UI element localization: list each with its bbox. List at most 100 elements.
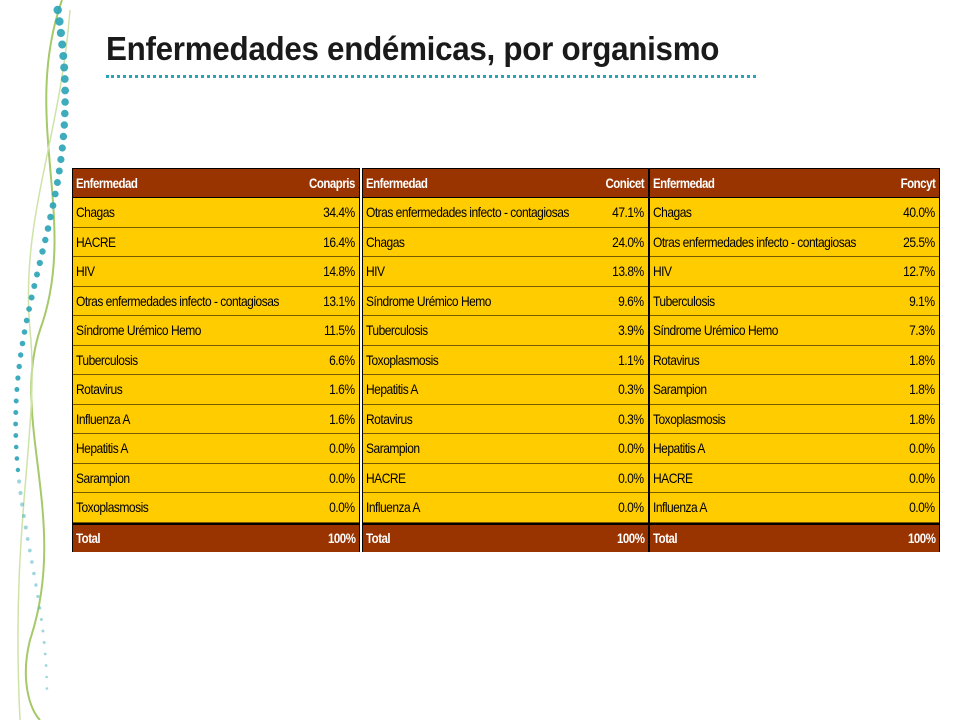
- table-header: Enfermedad Conicet: [363, 169, 648, 198]
- table-row: Hepatitis A 0.3%: [363, 375, 648, 405]
- decorative-dot: [53, 179, 61, 186]
- table-row-value: 47.1%: [612, 204, 644, 221]
- decorative-dot: [21, 514, 26, 518]
- table-row-label: Tuberculosis: [653, 292, 715, 309]
- decorative-dot: [51, 190, 59, 198]
- tables-container: Enfermedad Conapris Chagas 34.4% HACRE 16.4% H…: [72, 168, 940, 552]
- table-total-row-label: Total: [366, 530, 391, 546]
- table-total-row: Total 100%: [73, 522, 359, 552]
- table-row-value: 1.8%: [909, 410, 936, 427]
- table-row-label: Chagas: [366, 233, 405, 250]
- decorative-dot: [18, 490, 23, 496]
- decorative-dot: [60, 75, 69, 83]
- table-row-label: Tuberculosis: [366, 322, 428, 339]
- table-row-label: Hepatitis A: [76, 440, 128, 457]
- table-row-value: 1.8%: [909, 351, 936, 368]
- decorative-dot: [32, 571, 36, 576]
- table-header: Enfermedad Foncyt: [650, 169, 939, 198]
- table-header-value: Conicet: [605, 175, 644, 191]
- table-row: HACRE 16.4%: [73, 227, 359, 257]
- table-foncyt: Enfermedad Foncyt Chagas 40.0% Otras enferme…: [649, 168, 940, 552]
- table-row: Toxoplasmosis 0.0%: [73, 493, 359, 523]
- table-row-value: 6.6%: [329, 351, 356, 368]
- table-row-value: 1.8%: [909, 381, 936, 398]
- table-row: Otras enfermedades infecto - contagiosas…: [363, 198, 648, 228]
- table-row: Sarampion 0.0%: [363, 434, 648, 464]
- decorative-dot: [14, 456, 20, 461]
- table-row: Tuberculosis 6.6%: [73, 345, 359, 375]
- table-header-value: Conapris: [309, 175, 355, 191]
- table-row: Rotavirus 1.8%: [650, 345, 939, 375]
- table-row-label: Chagas: [653, 204, 692, 221]
- table-row-value: 1.6%: [329, 410, 356, 427]
- decorative-dot: [56, 28, 65, 38]
- table-row: Chagas 24.0%: [363, 227, 648, 257]
- decorative-dot: [57, 155, 65, 164]
- table-row-value: 9.1%: [909, 292, 936, 309]
- table-row: Sarampion 0.0%: [73, 463, 359, 493]
- table-row: Síndrome Urémico Hemo 7.3%: [650, 316, 939, 346]
- decorative-dot: [39, 618, 43, 621]
- table-row: Otras enfermedades infecto - contagiosas…: [650, 227, 939, 257]
- table-row-value: 7.3%: [909, 322, 936, 339]
- decorative-dot: [60, 121, 68, 129]
- table-row-label: HACRE: [76, 233, 116, 250]
- table-row-label: Influenza A: [653, 499, 707, 516]
- table-row-value: 0.0%: [329, 469, 356, 486]
- table-row-value: 12.7%: [903, 263, 935, 280]
- decorative-dot: [26, 306, 32, 312]
- table-row: HIV 13.8%: [363, 257, 648, 287]
- table-row-label: HIV: [653, 263, 672, 280]
- table-conapris: Enfermedad Conapris Chagas 34.4% HACRE 16.4% H…: [72, 168, 360, 552]
- decorative-dot: [23, 317, 30, 324]
- table-row-value: 0.0%: [329, 440, 356, 457]
- table-row-label: Toxoplasmosis: [366, 351, 439, 368]
- decorative-dot: [23, 525, 28, 530]
- table-row-value: 40.0%: [903, 204, 935, 221]
- table-row-label: Otras enfermedades infecto - contagiosas: [366, 204, 569, 221]
- decorative-dot: [53, 5, 62, 15]
- decorative-dot: [38, 606, 42, 610]
- table-row: HIV 14.8%: [73, 257, 359, 287]
- table-row-label: Influenza A: [366, 499, 420, 516]
- table-row-label: Síndrome Urémico Hemo: [366, 292, 492, 309]
- decorative-dot: [36, 259, 43, 267]
- table-row-value: 14.8%: [323, 263, 355, 280]
- table-conicet: Enfermedad Conicet Otras enfermedades infe…: [362, 168, 649, 552]
- table-row-label: HACRE: [653, 469, 693, 486]
- table-row-label: Síndrome Urémico Hemo: [76, 322, 202, 339]
- decorative-dot: [60, 63, 69, 72]
- decorative-dot: [61, 109, 69, 118]
- decorative-vine: [13, 0, 71, 720]
- decorative-dot: [27, 548, 32, 553]
- table-row-label: Sarampion: [653, 381, 707, 398]
- table-row: Síndrome Urémico Hemo 11.5%: [73, 316, 359, 346]
- decorative-dot: [42, 641, 46, 644]
- decorative-dot: [41, 629, 45, 633]
- decorative-dot: [13, 421, 18, 427]
- decorative-dot: [31, 283, 38, 289]
- decorative-curve: [17, 9, 71, 720]
- table-row-label: Hepatitis A: [653, 440, 705, 457]
- table-row-value: 3.9%: [618, 322, 645, 339]
- table-header-label: Enfermedad: [76, 175, 138, 191]
- decorative-dot: [55, 167, 63, 175]
- table-header-label: Enfermedad: [366, 175, 428, 191]
- table-row: Toxoplasmosis 1.1%: [363, 345, 648, 375]
- table-total-row-label: Total: [653, 530, 678, 546]
- decorative-dot: [13, 444, 19, 450]
- decorative-dot: [21, 329, 28, 335]
- table-row: Rotavirus 1.6%: [73, 375, 359, 405]
- table-total-row-value: 100%: [616, 530, 645, 546]
- decorative-dot: [34, 583, 38, 587]
- table-row-value: 1.1%: [618, 351, 645, 368]
- decorative-dot: [44, 664, 48, 667]
- decorative-dot: [17, 479, 22, 484]
- decorative-dot: [34, 271, 40, 278]
- decorative-dot: [18, 352, 24, 358]
- decorative-dots: [13, 5, 69, 690]
- decorative-dot: [39, 248, 46, 255]
- table-row-value: 34.4%: [323, 204, 355, 221]
- table-row: Toxoplasmosis 1.8%: [650, 404, 939, 434]
- table-row: Chagas 34.4%: [73, 198, 359, 228]
